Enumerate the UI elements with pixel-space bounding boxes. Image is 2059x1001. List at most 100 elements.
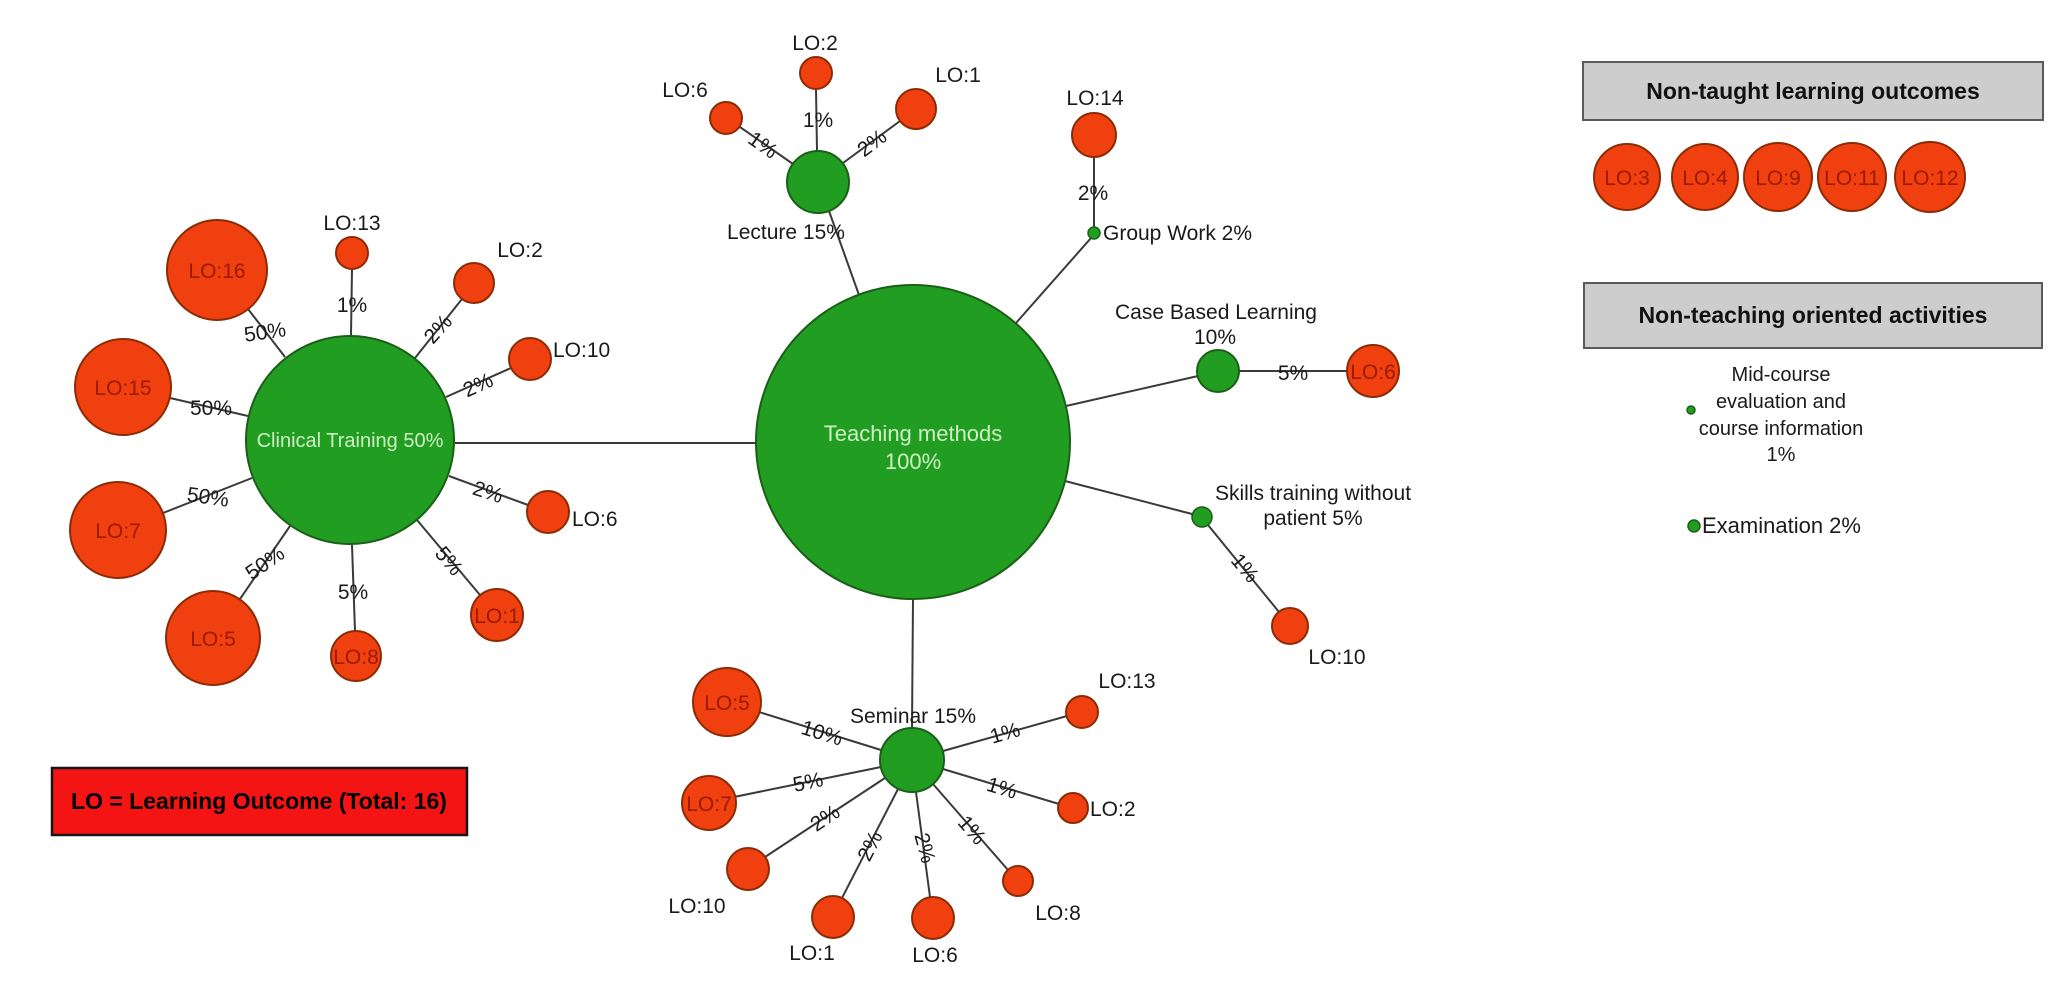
midcourse-line2: evaluation and bbox=[1716, 391, 1846, 413]
label-legend-lo3: LO:3 bbox=[1604, 167, 1650, 190]
node-clinical-lo13 bbox=[335, 236, 369, 270]
edge-seminar-lo6 bbox=[915, 791, 931, 898]
edge-skills-lo10 bbox=[1207, 524, 1280, 613]
midcourse-line3: course information bbox=[1699, 418, 1864, 440]
edge-clinical-lo7 bbox=[162, 477, 253, 514]
label-clinical-lo6: LO:6 bbox=[572, 508, 618, 531]
label-legend-lo11: LO:11 bbox=[1824, 167, 1880, 190]
label-lecture-lo1: LO:1 bbox=[935, 64, 981, 87]
node-legend-lo4 bbox=[1671, 143, 1739, 211]
edge-clinical-lo16 bbox=[247, 308, 286, 358]
node-seminar-lo6 bbox=[911, 896, 955, 940]
skills-training-percent: patient 5% bbox=[1263, 507, 1362, 530]
node-groupwork-lo14 bbox=[1071, 112, 1117, 158]
label-groupwork-lo14: LO:14 bbox=[1066, 87, 1124, 110]
label-legend-lo12: LO:12 bbox=[1901, 167, 1958, 190]
case-based-label: Case Based Learning bbox=[1115, 301, 1317, 324]
node-clinical-training bbox=[245, 335, 455, 545]
edge-seminar-lo10 bbox=[764, 777, 886, 858]
node-skills-lo10 bbox=[1271, 607, 1309, 645]
label-clinical-lo16: LO:16 bbox=[188, 260, 245, 283]
label-seminar-lo2: LO:2 bbox=[1090, 798, 1136, 821]
node-legend-lo3 bbox=[1593, 143, 1661, 211]
teaching-methods-label: Teaching methods bbox=[824, 421, 1003, 446]
label-legend-lo9: LO:9 bbox=[1755, 167, 1801, 190]
edge-lecture-lo2 bbox=[815, 88, 818, 152]
edge-teaching-skills bbox=[1064, 480, 1193, 515]
node-legend-lo9 bbox=[1743, 142, 1813, 212]
edge-clinical-lo13 bbox=[350, 268, 353, 336]
node-seminar-lo13 bbox=[1065, 695, 1099, 729]
legend-outcomes-title: Non-taught learning outcomes bbox=[1646, 78, 1980, 104]
label-seminar-lo6: LO:6 bbox=[912, 944, 958, 967]
legend-non-teaching-activities: Non-teaching oriented activities Mid-cou… bbox=[1583, 282, 2043, 538]
node-casebased-lo6 bbox=[1346, 344, 1400, 398]
edge-label-clinical-lo15: 50% bbox=[190, 397, 232, 420]
edge-label-clinical-lo8: 5% bbox=[338, 581, 368, 604]
seminar-label: Seminar 15% bbox=[850, 705, 976, 728]
node-clinical-lo5 bbox=[165, 590, 261, 686]
edge-clinical-lo5 bbox=[239, 525, 291, 600]
node-lecture bbox=[786, 150, 850, 214]
label-clinical-lo10: LO:10 bbox=[553, 339, 610, 362]
cluster-seminar: Seminar 15% LO:5 LO:7 LO:10 LO:1 LO:6 LO… bbox=[668, 667, 1156, 967]
label-skills-lo10: LO:10 bbox=[1308, 646, 1365, 669]
examination-label: Examination 2% bbox=[1702, 513, 1861, 538]
edge-seminar-lo8 bbox=[932, 783, 1009, 871]
edge-label-clinical-lo13: 1% bbox=[337, 294, 367, 317]
edge-lecture-lo1 bbox=[842, 120, 901, 164]
cluster-lecture: Lecture 15% LO:6 LO:2 LO:1 1% 1% 2% bbox=[662, 32, 981, 244]
edge-seminar-lo13 bbox=[942, 715, 1068, 752]
edge-label-clinical-lo7: 50% bbox=[186, 483, 231, 512]
node-lecture-lo1 bbox=[895, 88, 937, 130]
node-legend-lo12 bbox=[1894, 141, 1966, 213]
node-skills-training bbox=[1191, 506, 1213, 528]
legend-activities-title: Non-teaching oriented activities bbox=[1639, 302, 1988, 328]
teaching-methods-percent: 100% bbox=[885, 449, 941, 474]
legend-outcomes-header-box bbox=[1582, 61, 2044, 121]
node-clinical-lo2 bbox=[453, 262, 495, 304]
node-legend-lo11 bbox=[1817, 142, 1887, 212]
edge-teaching-seminar bbox=[911, 598, 914, 729]
node-seminar bbox=[879, 727, 945, 793]
edge-label-seminar-lo1: 2% bbox=[853, 827, 887, 864]
node-teaching-methods bbox=[755, 284, 1071, 600]
label-clinical-lo5: LO:5 bbox=[190, 628, 236, 651]
edge-label-clinical-lo16: 50% bbox=[243, 318, 288, 347]
node-seminar-lo5 bbox=[692, 667, 762, 737]
label-clinical-lo2: LO:2 bbox=[497, 239, 543, 262]
edge-seminar-lo1 bbox=[841, 788, 899, 899]
edge-label-clinical-lo6: 2% bbox=[470, 477, 506, 508]
node-clinical-lo16 bbox=[166, 219, 268, 321]
edge-label-casebased-lo6: 5% bbox=[1278, 362, 1308, 385]
node-midcourse-dot bbox=[1686, 405, 1696, 415]
midcourse-line4: 1% bbox=[1767, 444, 1796, 466]
case-based-percent: 10% bbox=[1194, 326, 1236, 349]
label-seminar-lo13: LO:13 bbox=[1098, 670, 1155, 693]
cluster-skills-training: Skills training without patient 5% LO:10… bbox=[1191, 482, 1411, 669]
node-clinical-lo6 bbox=[526, 490, 570, 534]
edge-clinical-lo10 bbox=[445, 367, 512, 398]
node-lecture-lo6 bbox=[709, 101, 743, 135]
edge-seminar-lo2 bbox=[942, 768, 1060, 805]
edge-clinical-lo6 bbox=[448, 475, 529, 506]
node-clinical-lo7 bbox=[69, 481, 167, 579]
label-clinical-lo8: LO:8 bbox=[333, 646, 379, 669]
note-box-group: LO = Learning Outcome (Total: 16) bbox=[50, 766, 469, 837]
clinical-training-label: Clinical Training 50% bbox=[257, 430, 444, 452]
edges bbox=[162, 88, 1347, 899]
edge-label-lecture-lo2: 1% bbox=[803, 109, 833, 132]
node-seminar-lo1 bbox=[811, 895, 855, 939]
edge-label-seminar-lo13: 1% bbox=[987, 718, 1023, 748]
legend-non-taught-outcomes: Non-taught learning outcomes LO:3 LO:4 L… bbox=[1582, 61, 2044, 213]
edge-teaching-lecture bbox=[828, 210, 860, 296]
node-case-based-learning bbox=[1196, 349, 1240, 393]
legend-activities-header-box bbox=[1583, 282, 2043, 349]
edge-clinical-lo1 bbox=[416, 519, 481, 596]
edge-teaching-casebased bbox=[1065, 375, 1199, 407]
edge-label-clinical-lo2: 2% bbox=[420, 310, 457, 348]
edge-lecture-lo6 bbox=[739, 126, 794, 165]
label-clinical-lo1: LO:1 bbox=[474, 605, 520, 628]
